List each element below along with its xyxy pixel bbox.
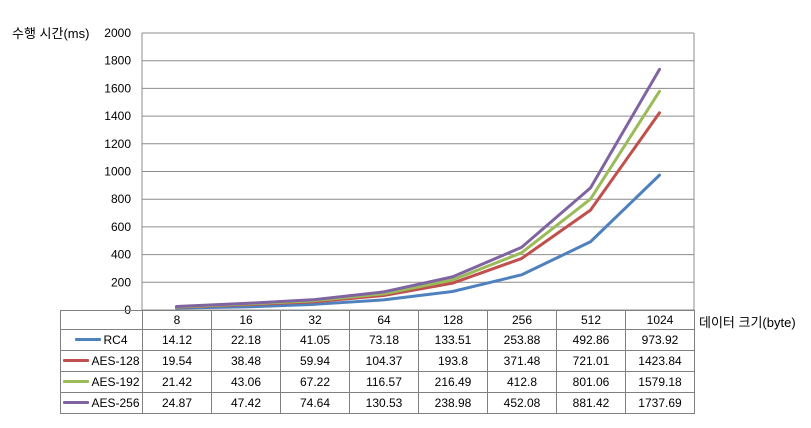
y-tick-label: 1200 [104,137,131,151]
value-cell: 193.8 [418,350,488,372]
value-cell: 19.54 [142,350,212,372]
value-cell: 47.42 [211,392,281,414]
y-tick-label: 1400 [104,109,131,123]
value-cell: 130.53 [349,392,419,414]
legend-cell: AES-256 [60,392,143,414]
legend-line-icon [63,401,90,404]
value-cell: 59.94 [280,350,350,372]
legend-cell: AES-192 [60,371,143,393]
legend-line-icon [75,338,102,341]
category-header-cell: 32 [280,310,350,330]
value-cell: 216.49 [418,371,488,393]
value-cell: 1423.84 [625,350,695,372]
legend-label: AES-192 [91,375,140,389]
value-cell: 801.06 [556,371,626,393]
y-tick-label: 200 [111,275,131,289]
series-row-aes-256: AES-256 24.87 47.42 74.64 130.53 238.98 452.08… [60,392,695,414]
table-corner-cell [60,310,143,330]
value-cell: 43.06 [211,371,281,393]
series-line-aes-128 [175,111,661,309]
value-cell: 881.42 [556,392,626,414]
legend-label: AES-256 [91,396,140,410]
value-cell: 104.37 [349,350,419,372]
y-tick-label: 2000 [104,26,131,40]
legend-line-icon [63,380,90,383]
legend-cell: RC4 [60,329,143,351]
legend-cell: AES-128 [60,350,143,372]
category-header-cell: 128 [418,310,488,330]
y-tick-label: 1800 [104,54,131,68]
value-cell: 412.8 [487,371,557,393]
y-tick-label: 1000 [104,165,131,179]
value-cell: 21.42 [142,371,212,393]
value-cell: 116.57 [349,371,419,393]
value-cell: 41.05 [280,329,350,351]
value-cell: 22.18 [211,329,281,351]
category-header-cell: 256 [487,310,557,330]
value-cell: 74.64 [280,392,350,414]
series-row-aes-192: AES-192 21.42 43.06 67.22 116.57 216.49 412.8 8… [60,371,695,393]
y-tick-label: 1600 [104,81,131,95]
y-axis-title: 수행 시간(ms) [12,26,90,41]
category-header-row: 8 16 32 64 128 256 512 1024 [60,310,695,330]
legend-line-icon [63,359,90,362]
value-cell: 721.01 [556,350,626,372]
value-cell: 133.51 [418,329,488,351]
value-cell: 371.48 [487,350,557,372]
value-cell: 238.98 [418,392,488,414]
x-axis-title: 데이터 크기(byte) [699,315,796,330]
value-cell: 24.87 [142,392,212,414]
value-cell: 1579.18 [625,371,695,393]
legend-label: AES-128 [91,354,140,368]
value-cell: 38.48 [211,350,281,372]
legend-label: RC4 [103,333,128,347]
series-line-aes-256 [175,67,661,309]
category-header-cell: 1024 [625,310,695,330]
category-header-cell: 64 [349,310,419,330]
value-cell: 14.12 [142,329,212,351]
value-cell: 492.86 [556,329,626,351]
value-cell: 73.18 [349,329,419,351]
value-cell: 1737.69 [625,392,695,414]
y-tick-label: 400 [111,248,131,262]
category-header-cell: 8 [142,310,212,330]
y-tick-label: 800 [111,192,131,206]
value-cell: 67.22 [280,371,350,393]
chart-data-table: 8 16 32 64 128 256 512 1024 RC4 14.12 22.18 41.05 73… [60,310,695,414]
value-cell: 253.88 [487,329,557,351]
category-header-cell: 512 [556,310,626,330]
y-tick-label: 600 [111,220,131,234]
series-line-rc4 [175,173,661,310]
value-cell: 973.92 [625,329,695,351]
series-row-aes-128: AES-128 19.54 38.48 59.94 104.37 193.8 371.48 7… [60,350,695,372]
series-row-rc4: RC4 14.12 22.18 41.05 73.18 133.51 253.88 492.8… [60,329,695,351]
value-cell: 452.08 [487,392,557,414]
category-header-cell: 16 [211,310,281,330]
